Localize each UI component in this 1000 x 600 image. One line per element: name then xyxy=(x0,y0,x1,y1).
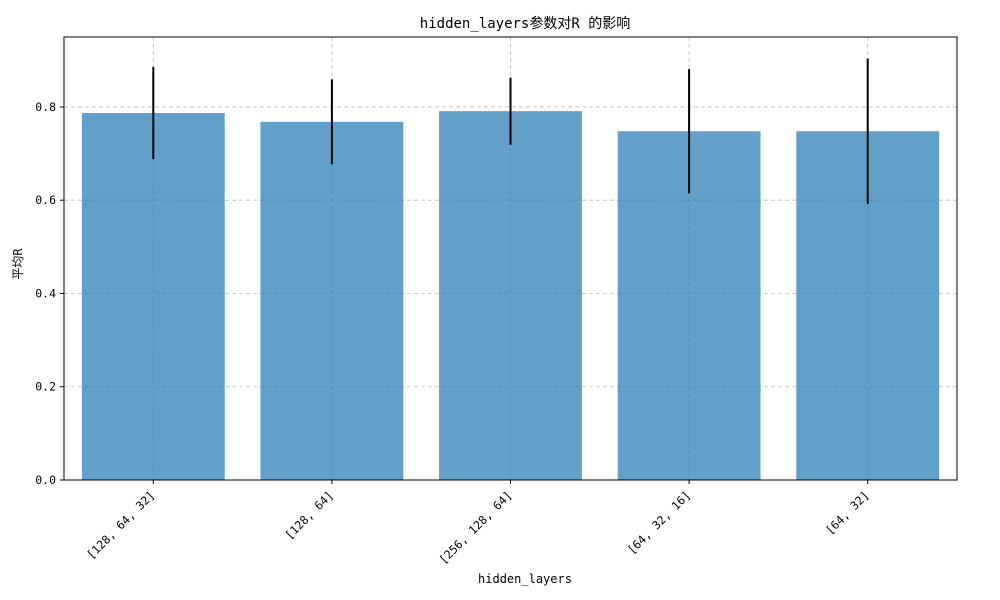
bar xyxy=(439,111,582,480)
x-axis-label: hidden_layers xyxy=(478,572,572,586)
bar xyxy=(260,121,404,480)
y-tick-label: 0.0 xyxy=(35,473,56,487)
x-axis: [128, 64, 32] [128, 64] [256, 128, 64] [64,… xyxy=(84,480,872,567)
chart-title: hidden_layers参数对R 的影响 xyxy=(420,15,630,32)
bar xyxy=(81,113,225,481)
y-axis: 0.0 0.2 0.4 0.6 0.8 xyxy=(35,100,64,487)
x-tick-label: [256, 128, 64] xyxy=(436,488,514,566)
y-tick-label: 0.6 xyxy=(35,193,56,207)
x-tick-label: [128, 64] xyxy=(282,488,336,542)
x-tick-label: [128, 64, 32] xyxy=(84,488,158,562)
y-tick-label: 0.4 xyxy=(35,286,56,300)
bars xyxy=(81,111,940,481)
y-tick-label: 0.2 xyxy=(35,380,56,394)
error-bars xyxy=(152,58,869,204)
y-tick-label: 0.8 xyxy=(35,100,56,114)
y-axis-label: 平均R xyxy=(11,248,25,280)
x-tick-label: [64, 32] xyxy=(823,488,872,537)
x-tick-label: [64, 32, 16] xyxy=(625,488,694,557)
